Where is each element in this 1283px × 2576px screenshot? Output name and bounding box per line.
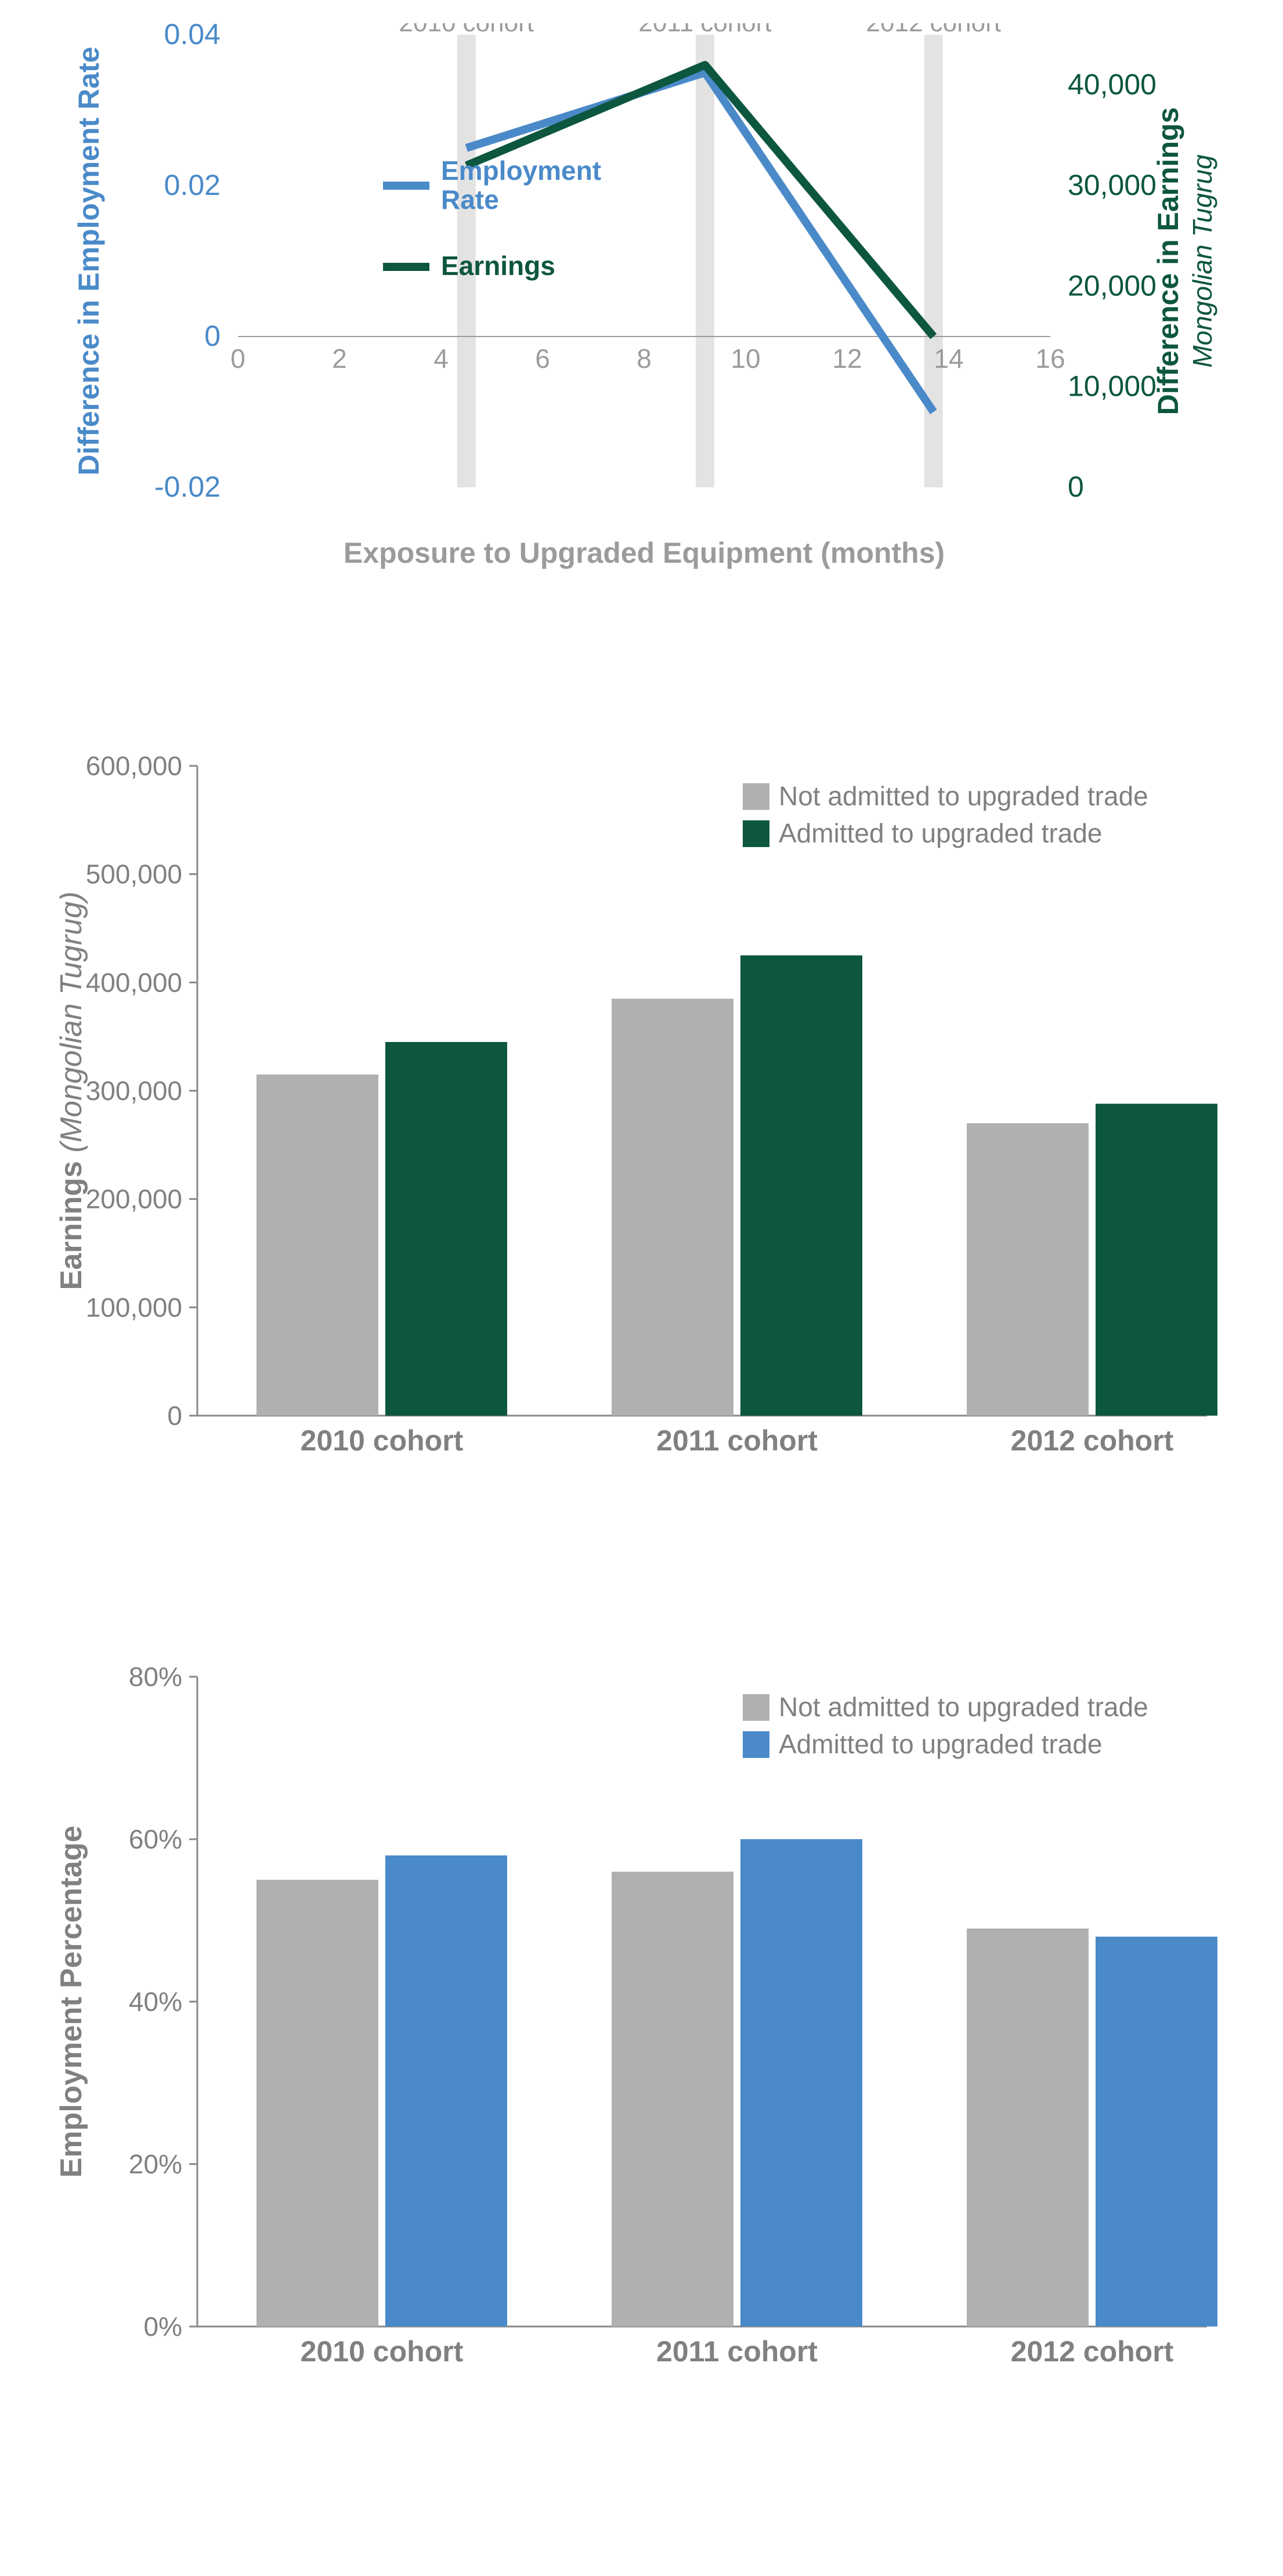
earnings-bar-chart: 0 100,000 200,000 300,000 400,000 500,000 600,… — [46, 731, 1237, 1514]
y-axis-label: Earnings (Mongolian Tugrug) — [55, 892, 88, 1290]
x-tick: 14 — [934, 343, 963, 374]
legend-swatch — [743, 1731, 769, 1758]
y-right-sublabel: Mongolian Tugrug — [1187, 154, 1217, 368]
cohort-band — [696, 35, 714, 487]
bar-admitted — [1096, 1104, 1217, 1416]
legend-label: Admitted to upgraded trade — [779, 818, 1102, 848]
legend-label: Admitted to upgraded trade — [779, 1729, 1102, 1759]
cohort-label: 2012 cohort — [866, 23, 1001, 37]
y-left-tick: -0.02 — [154, 471, 221, 503]
cohort-label: 2011 cohort — [638, 23, 771, 37]
legend-label: Earnings — [441, 251, 555, 281]
x-tick: 0 — [230, 343, 245, 374]
y-tick: 600,000 — [86, 751, 182, 781]
bar-admitted — [740, 956, 862, 1416]
bar-not-admitted — [256, 1074, 378, 1416]
bar-not-admitted — [967, 1123, 1089, 1416]
legend-label: Employment — [441, 155, 601, 186]
x-tick: 6 — [535, 343, 550, 374]
y-right-tick: 30,000 — [1068, 169, 1156, 201]
x-tick: 4 — [433, 343, 449, 374]
y-tick: 80% — [129, 1662, 182, 1692]
y-tick: 60% — [129, 1824, 182, 1854]
y-left-tick: 0.04 — [164, 23, 221, 50]
x-tick: 8 — [637, 343, 652, 374]
category-label: 2011 cohort — [656, 1424, 818, 1457]
legend-swatch — [743, 783, 769, 810]
employment-bar-chart: 0% 20% 40% 60% 80% Employment Percentage 2010 … — [46, 1642, 1237, 2425]
y-right-tick: 40,000 — [1068, 68, 1156, 101]
y-right-tick: 10,000 — [1068, 370, 1156, 403]
category-label: 2012 cohort — [1011, 2335, 1174, 2368]
bar-not-admitted — [612, 998, 733, 1416]
line-chart: 2010 cohort 2011 cohort 2012 cohort 0 2 4 6 8 10… — [46, 23, 1237, 603]
cohort-band — [924, 35, 943, 487]
y-tick: 0 — [167, 1401, 182, 1431]
bar-not-admitted — [612, 1872, 733, 2327]
y-tick: 400,000 — [86, 967, 182, 997]
x-axis-label: Exposure to Upgraded Equipment (months) — [344, 537, 945, 569]
x-tick: 12 — [832, 343, 862, 374]
y-axis-label: Employment Percentage — [55, 1826, 88, 2178]
bar-admitted — [385, 1042, 507, 1416]
legend-label: Not admitted to upgraded trade — [779, 1692, 1148, 1722]
y-right-tick: 20,000 — [1068, 269, 1156, 302]
x-tick: 10 — [731, 343, 760, 374]
y-left-tick: 0.02 — [164, 169, 221, 201]
y-tick: 40% — [129, 1987, 182, 2017]
y-right-tick: 0 — [1068, 471, 1084, 503]
y-left-tick: 0 — [204, 320, 221, 352]
legend-label: Rate — [441, 184, 499, 215]
legend-swatch — [743, 820, 769, 847]
bar-not-admitted — [967, 1929, 1089, 2327]
legend-label: Not admitted to upgraded trade — [779, 781, 1148, 811]
category-label: 2012 cohort — [1011, 1424, 1174, 1457]
legend-swatch — [743, 1694, 769, 1721]
y-tick: 20% — [129, 2149, 182, 2179]
y-right-label: Difference in Earnings — [1152, 107, 1184, 415]
bar-admitted — [1096, 1937, 1217, 2327]
cohort-label: 2010 cohort — [399, 23, 534, 37]
y-tick: 0% — [144, 2311, 182, 2342]
category-label: 2010 cohort — [301, 2335, 464, 2368]
x-tick: 2 — [332, 343, 347, 374]
bar-admitted — [740, 1839, 862, 2327]
y-tick: 100,000 — [86, 1292, 182, 1322]
y-tick: 500,000 — [86, 859, 182, 889]
y-left-label: Difference in Employment Rate — [73, 46, 105, 475]
category-label: 2011 cohort — [656, 2335, 818, 2368]
y-tick: 200,000 — [86, 1184, 182, 1214]
category-label: 2010 cohort — [301, 1424, 464, 1457]
bar-admitted — [385, 1855, 507, 2327]
bar-not-admitted — [256, 1880, 378, 2327]
x-tick: 16 — [1035, 343, 1065, 374]
y-tick: 300,000 — [86, 1076, 182, 1106]
